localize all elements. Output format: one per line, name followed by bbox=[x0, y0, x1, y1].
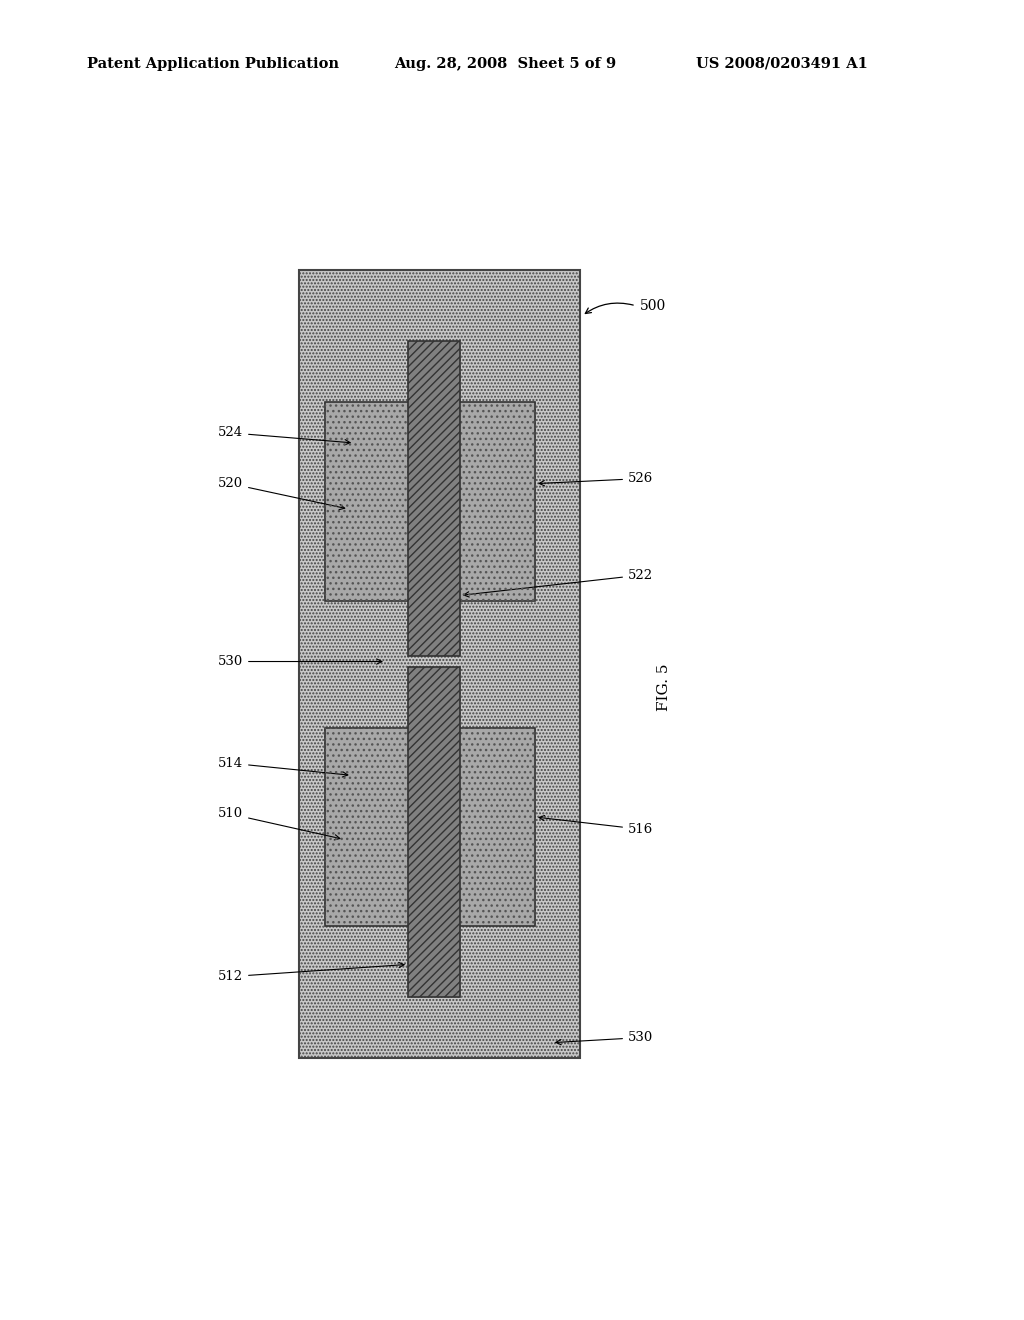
Bar bbox=[409, 667, 460, 997]
Text: 522: 522 bbox=[464, 569, 653, 597]
Text: 510: 510 bbox=[218, 808, 340, 840]
Text: Aug. 28, 2008  Sheet 5 of 9: Aug. 28, 2008 Sheet 5 of 9 bbox=[394, 57, 616, 71]
Text: Patent Application Publication: Patent Application Publication bbox=[87, 57, 339, 71]
Bar bbox=[299, 271, 581, 1057]
Text: 520: 520 bbox=[218, 477, 345, 510]
Text: US 2008/0203491 A1: US 2008/0203491 A1 bbox=[696, 57, 868, 71]
Bar bbox=[325, 727, 536, 925]
Text: 512: 512 bbox=[218, 962, 404, 983]
Bar bbox=[325, 403, 536, 601]
Text: FIG. 5: FIG. 5 bbox=[656, 663, 671, 710]
Text: 500: 500 bbox=[640, 298, 667, 313]
Bar bbox=[409, 667, 460, 997]
Text: 516: 516 bbox=[539, 816, 653, 836]
Bar bbox=[325, 727, 536, 925]
Bar bbox=[299, 271, 581, 1057]
Text: 524: 524 bbox=[218, 426, 350, 445]
Bar bbox=[409, 342, 460, 656]
Bar bbox=[409, 342, 460, 656]
Text: 514: 514 bbox=[218, 756, 348, 777]
Text: 530: 530 bbox=[218, 655, 382, 668]
Bar bbox=[325, 403, 536, 601]
Text: 526: 526 bbox=[539, 473, 653, 486]
Text: 530: 530 bbox=[556, 1031, 653, 1044]
